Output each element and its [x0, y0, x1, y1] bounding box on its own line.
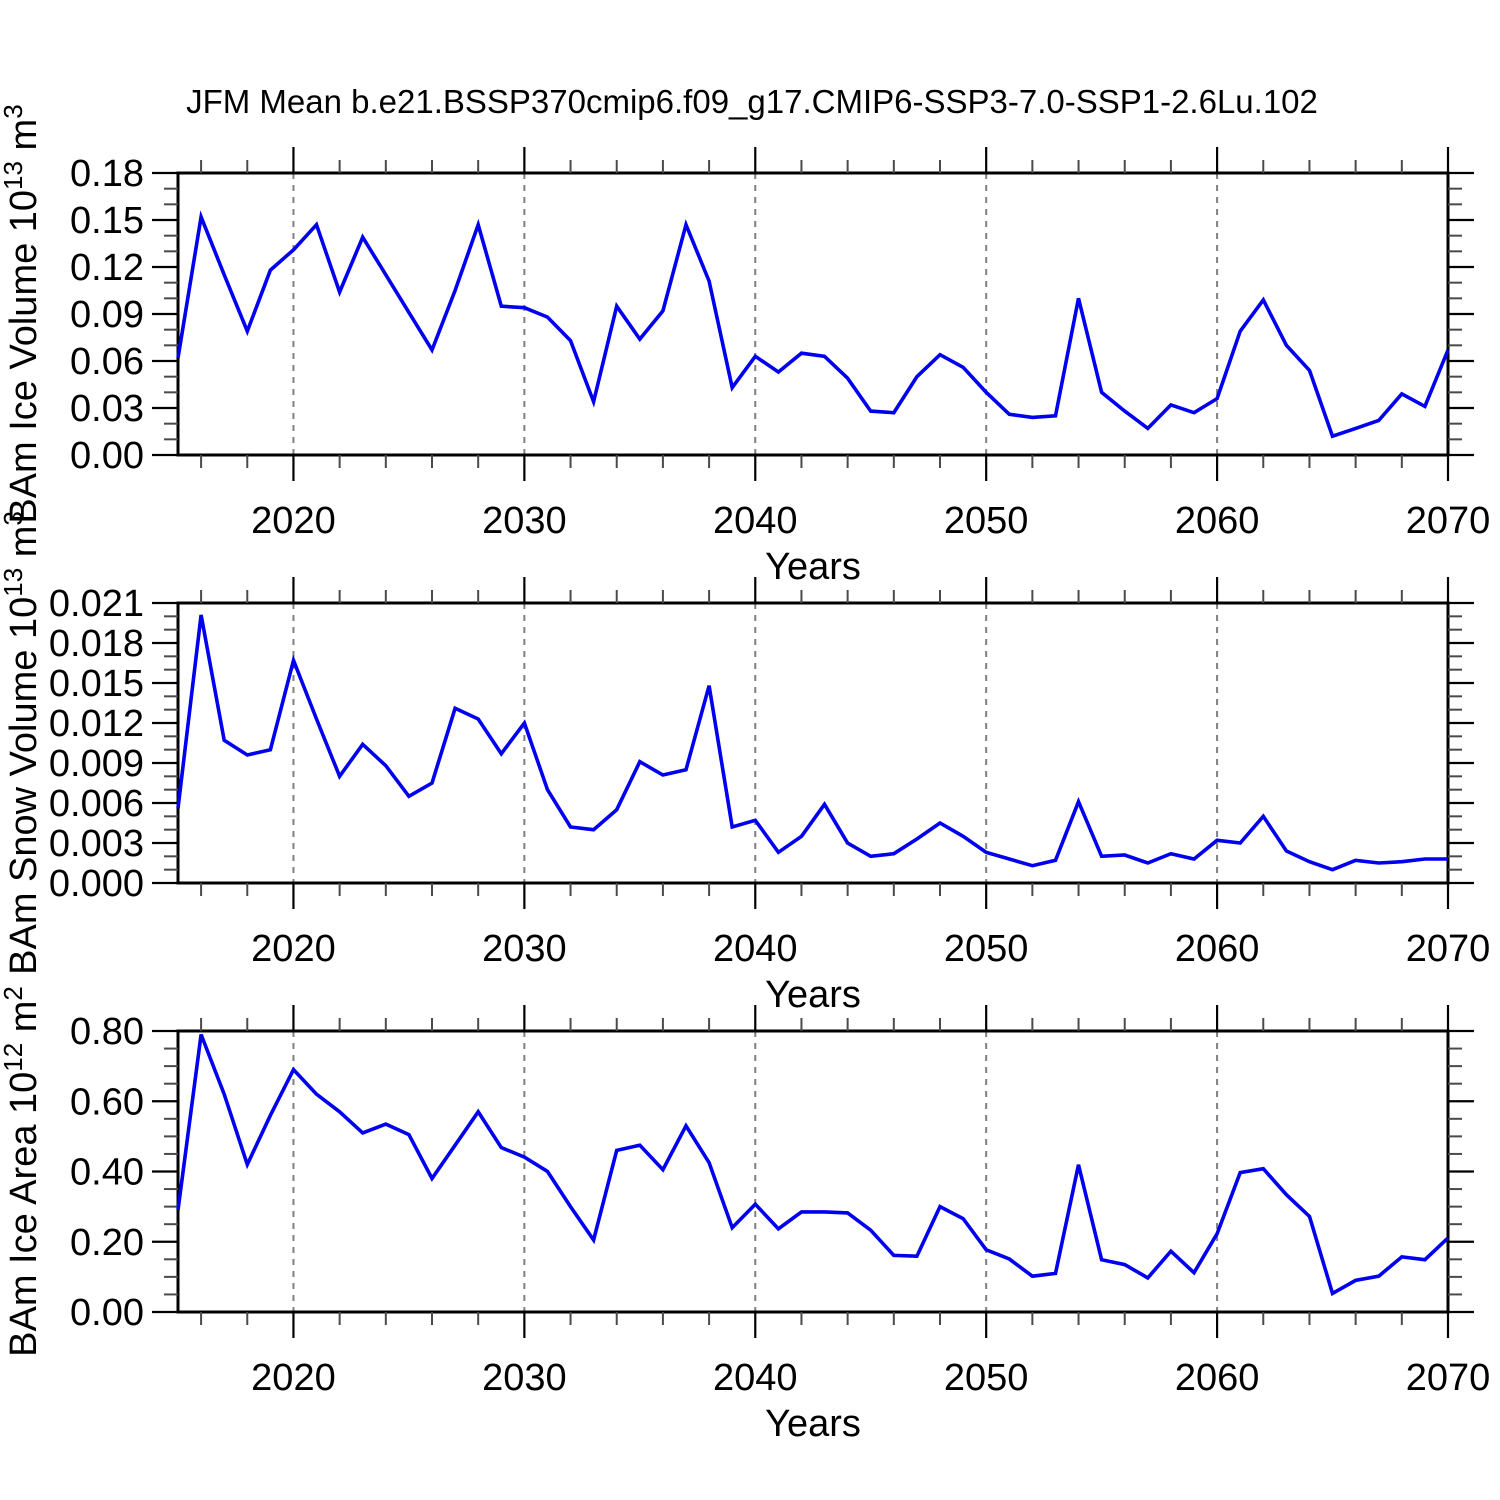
x-axis-title: Years: [765, 546, 861, 588]
gridlines: [292, 173, 1219, 455]
svg-text:0.06: 0.06: [70, 341, 144, 383]
svg-text:2050: 2050: [944, 1357, 1029, 1399]
y-tick-labels: 0.00 0.03 0.06 0.09 0.12 0.15 0.18: [70, 153, 144, 477]
svg-text:2040: 2040: [713, 1357, 798, 1399]
x-axis-title: Years: [765, 974, 861, 1016]
x-tick-labels: 2020 2030 2040 2050 2060 2070: [251, 500, 1490, 542]
svg-text:0.018: 0.018: [49, 623, 144, 665]
svg-text:2030: 2030: [482, 500, 567, 542]
y-tick-labels: 0.00 0.20 0.40 0.60 0.80: [70, 1011, 144, 1334]
svg-text:2030: 2030: [482, 928, 567, 970]
y-ticks: [152, 1029, 1474, 1314]
svg-text:2020: 2020: [251, 1357, 336, 1399]
svg-text:0.60: 0.60: [70, 1081, 144, 1123]
svg-text:2060: 2060: [1175, 1357, 1260, 1399]
ice-area-line: [176, 1033, 1450, 1297]
svg-text:2050: 2050: [944, 500, 1029, 542]
y-ticks: [152, 171, 1474, 457]
svg-text:2060: 2060: [1175, 500, 1260, 542]
y-axis-title: BAm Ice Area 1012 m2: [0, 986, 45, 1357]
snow-volume-line: [176, 614, 1448, 872]
svg-text:2070: 2070: [1406, 1357, 1491, 1399]
svg-text:0.20: 0.20: [70, 1222, 144, 1264]
svg-text:2070: 2070: [1406, 928, 1491, 970]
svg-text:0.09: 0.09: [70, 294, 144, 336]
svg-text:0.00: 0.00: [70, 1292, 144, 1334]
svg-text:0.80: 0.80: [70, 1011, 144, 1053]
x-ticks: [200, 1005, 1450, 1338]
svg-text:0.003: 0.003: [49, 823, 144, 865]
svg-text:0.03: 0.03: [70, 388, 144, 430]
panel-ice-volume: 0.00 0.03 0.06 0.09 0.12 0.15 0.18 2020 2030 2040…: [0, 104, 1490, 588]
svg-text:2050: 2050: [944, 928, 1029, 970]
panel-ice-area: 0.00 0.20 0.40 0.60 0.80 2020 2030 2040 2050 2060…: [0, 986, 1490, 1445]
svg-text:0.021: 0.021: [49, 583, 144, 625]
svg-text:2040: 2040: [713, 500, 798, 542]
svg-text:0.009: 0.009: [49, 743, 144, 785]
gridlines: [292, 603, 1219, 883]
svg-text:0.18: 0.18: [70, 153, 144, 195]
svg-text:2040: 2040: [713, 928, 798, 970]
plot-frame: [176, 601, 1450, 885]
x-axis-title: Years: [765, 1403, 861, 1445]
svg-text:0.40: 0.40: [70, 1152, 144, 1194]
page-title: JFM Mean b.e21.BSSP370cmip6.f09_g17.CMIP…: [186, 83, 1318, 120]
x-ticks: [200, 147, 1450, 481]
x-tick-labels: 2020 2030 2040 2050 2060 2070: [251, 1357, 1490, 1399]
svg-text:2030: 2030: [482, 1357, 567, 1399]
svg-text:0.012: 0.012: [49, 703, 144, 745]
y-axis-title: BAm Snow Volume 1013 m3: [0, 511, 45, 975]
svg-text:0.000: 0.000: [49, 863, 144, 905]
svg-text:2020: 2020: [251, 928, 336, 970]
svg-text:2060: 2060: [1175, 928, 1260, 970]
svg-text:0.15: 0.15: [70, 200, 144, 242]
svg-text:0.015: 0.015: [49, 663, 144, 705]
y-ticks: [152, 601, 1474, 885]
y-axis-title: BAm Ice Volume 1013 m3: [0, 104, 45, 523]
panel-snow-volume: 0.0000.0030.0060.0090.0120.0150.0180.021…: [0, 511, 1490, 1016]
svg-text:0.00: 0.00: [70, 435, 144, 477]
svg-text:0.12: 0.12: [70, 247, 144, 289]
svg-text:2020: 2020: [251, 500, 336, 542]
ice-volume-line: [176, 210, 1450, 439]
svg-text:0.006: 0.006: [49, 783, 144, 825]
plot-frame: [176, 171, 1450, 457]
x-tick-labels: 2020 2030 2040 2050 2060 2070: [251, 928, 1490, 970]
svg-text:2070: 2070: [1406, 500, 1491, 542]
x-ticks: [200, 577, 1450, 909]
